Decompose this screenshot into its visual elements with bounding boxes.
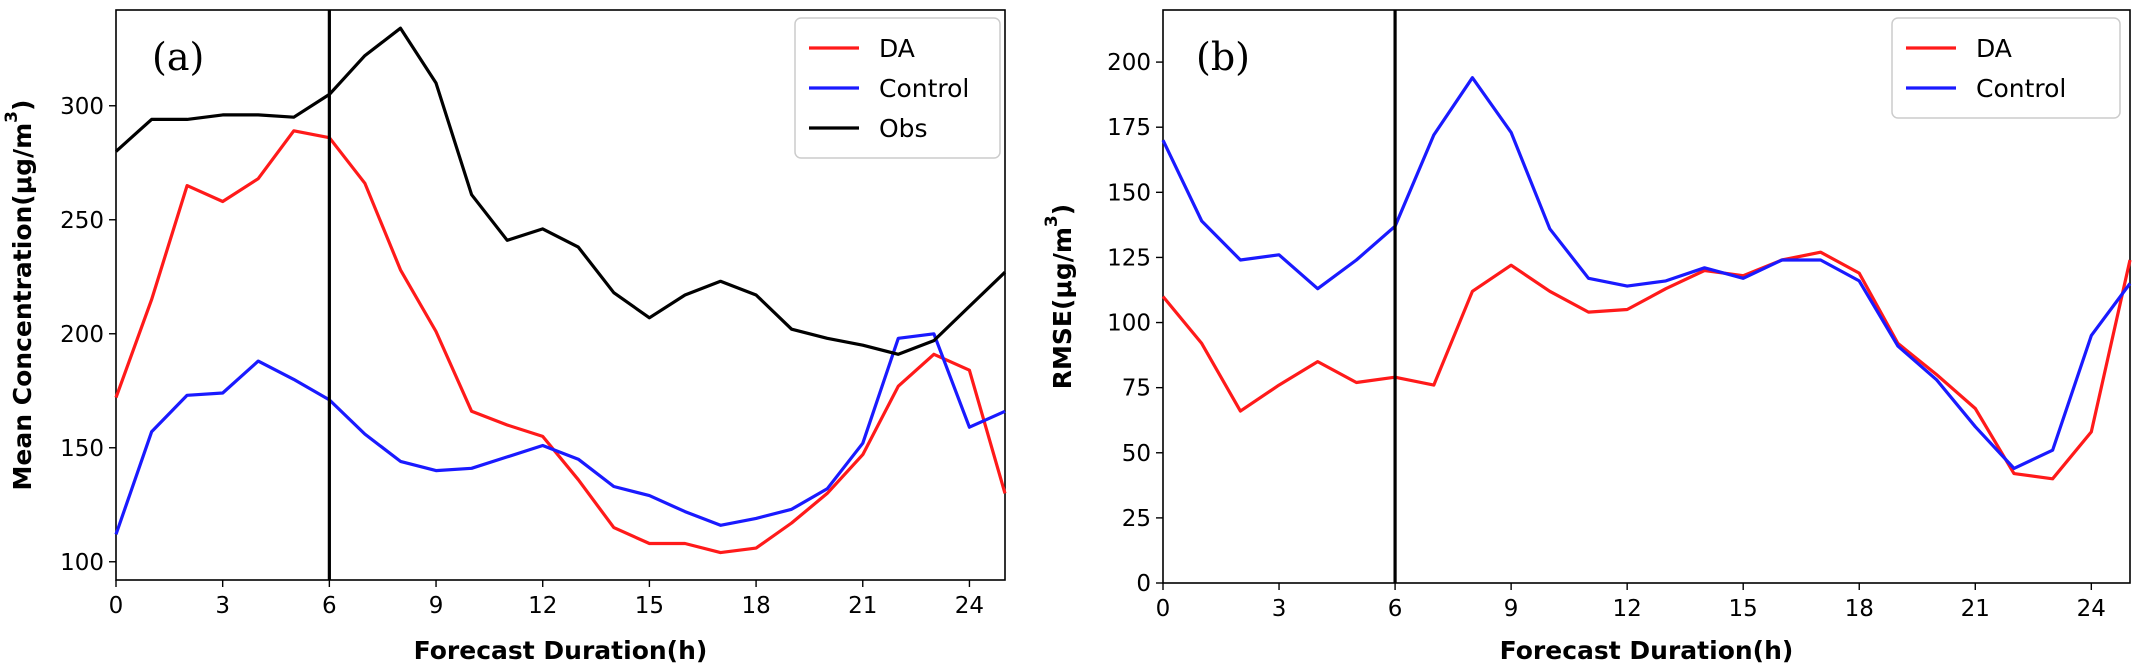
x-tick-label: 18: [1845, 596, 1874, 622]
y-tick-label: 125: [1107, 245, 1151, 271]
x-tick-label: 24: [955, 593, 984, 619]
y-tick-label: 75: [1122, 376, 1151, 402]
x-tick-label: 12: [528, 593, 557, 619]
y-tick-label: 100: [1107, 311, 1151, 337]
x-tick-label: 21: [848, 593, 877, 619]
y-axis-label: RMSE(μg/m3): [1042, 204, 1077, 389]
legend-label-control: Control: [1976, 74, 2066, 103]
chart-b: 0 3 6 9 12 15 18 21 24 0 25 50 75 100 125 150 175 200 (b) F…: [1042, 9, 2132, 665]
x-axis-label: Forecast Duration(h): [414, 636, 708, 665]
x-tick-label: 6: [322, 593, 337, 619]
x-tick-label: 0: [1156, 596, 1171, 622]
y-tick-label: 50: [1122, 441, 1151, 467]
series-line-obs: [114, 26, 1007, 356]
x-tick-label: 12: [1613, 596, 1642, 622]
legend: DA Control: [1891, 17, 2121, 119]
series-line-control: [1161, 76, 2132, 470]
x-tick-label: 15: [1729, 596, 1758, 622]
y-tick-label: 300: [60, 94, 104, 120]
legend-label-da: DA: [879, 34, 915, 63]
y-tick-label: 150: [1107, 180, 1151, 206]
x-tick-label: 9: [429, 593, 444, 619]
legend: DA Control Obs: [794, 17, 1001, 159]
y-axis-label: Mean Concentration(μg/m3): [2, 100, 37, 491]
series-line-da: [114, 129, 1007, 555]
x-tick-label: 0: [109, 593, 124, 619]
y-tick-label: 200: [1107, 50, 1151, 76]
x-tick-label: 21: [1961, 596, 1990, 622]
y-tick-label: 200: [60, 322, 104, 348]
y-tick-label: 25: [1122, 506, 1151, 532]
panel-label: (a): [152, 35, 204, 79]
plot-frame: [115, 9, 1006, 581]
legend-box: [1891, 17, 2121, 119]
x-tick-label: 24: [2077, 596, 2106, 622]
x-tick-label: 15: [635, 593, 664, 619]
x-tick-label: 3: [215, 593, 230, 619]
y-tick-label: 175: [1107, 115, 1151, 141]
legend-label-control: Control: [879, 74, 969, 103]
x-tick-label: 3: [1272, 596, 1287, 622]
x-axis-label: Forecast Duration(h): [1500, 636, 1794, 665]
series-line-control: [114, 332, 1006, 535]
y-tick-label: 150: [60, 436, 104, 462]
chart-a: 0 3 6 9 12 15 18 21 24 100 150 200 250 300 (a) Forecast…: [2, 9, 1007, 665]
panel-label: (b): [1196, 35, 1250, 79]
legend-box: [794, 17, 1001, 159]
legend-label-obs: Obs: [879, 114, 928, 143]
y-tick-label: 100: [60, 550, 104, 576]
legend-label-da: DA: [1976, 34, 2012, 63]
series-line-da: [1161, 250, 2132, 481]
y-tick-label: 250: [60, 208, 104, 234]
x-tick-label: 9: [1504, 596, 1519, 622]
x-tick-label: 6: [1388, 596, 1403, 622]
y-tick-label: 0: [1136, 571, 1151, 597]
x-tick-label: 18: [741, 593, 770, 619]
